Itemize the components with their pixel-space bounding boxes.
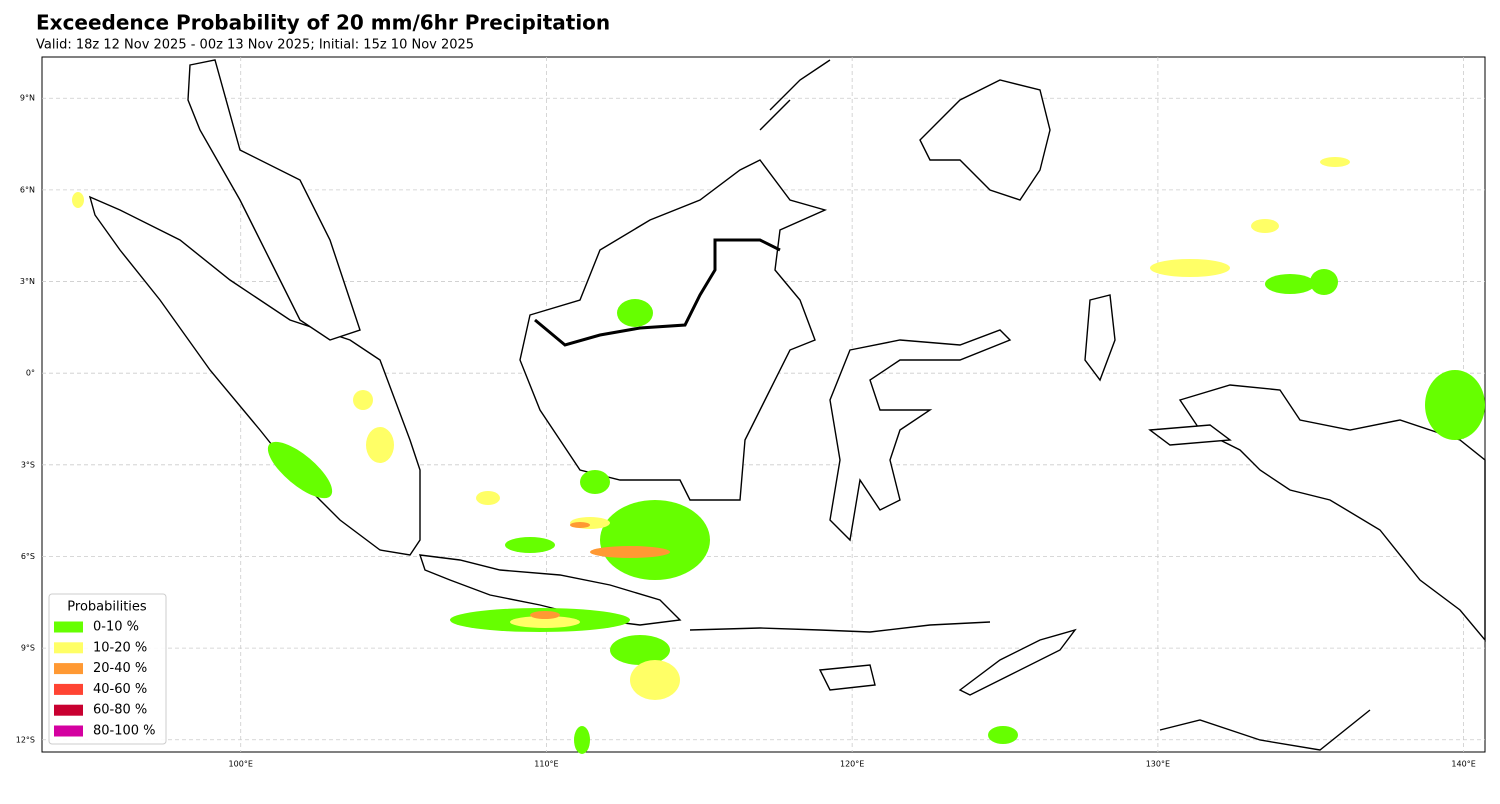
borneo-border [534, 238, 781, 347]
legend-label: 80-100 % [93, 724, 156, 739]
precip-area [510, 616, 580, 628]
legend-label: 10-20 % [93, 640, 147, 655]
precip-area [574, 726, 590, 754]
legend-label: 0-10 % [93, 620, 139, 635]
y-tick-label: 9°S [21, 644, 35, 653]
halmahera [1084, 294, 1116, 382]
precipitation [72, 157, 1485, 754]
precip-area [1310, 269, 1338, 295]
legend-swatch [54, 663, 83, 675]
precip-area [630, 660, 680, 700]
precip-area [476, 491, 500, 505]
y-tick-label: 6°S [21, 552, 35, 561]
y-tick-label: 0° [26, 369, 35, 378]
legend-swatch [54, 725, 83, 737]
legend-label: 60-80 % [93, 703, 147, 718]
malay-peninsula [187, 59, 361, 341]
precip-area [617, 299, 653, 327]
legend-label: 40-60 % [93, 682, 147, 697]
precip-area [366, 427, 394, 463]
legend-swatch [54, 642, 83, 654]
palawan [759, 99, 791, 131]
x-tick-label: 120°E [840, 760, 864, 769]
precip-area [1425, 370, 1485, 440]
new-guinea [1178, 384, 1486, 642]
precip-area [570, 522, 590, 528]
seram [1148, 424, 1232, 446]
x-tick-label: 140°E [1451, 760, 1475, 769]
precip-area [1320, 157, 1350, 167]
map-title: Exceedence Probability of 20 mm/6hr Prec… [36, 11, 610, 35]
legend-swatch [54, 621, 83, 633]
precip-area [1150, 259, 1230, 277]
legend-title: Probabilities [67, 600, 147, 615]
legend-swatch [54, 683, 83, 695]
timor [958, 628, 1077, 696]
precip-area [72, 192, 84, 208]
sumba [818, 664, 876, 691]
axis-labels: 100°E 110°E 120°E 130°E 140°E 9°N 6°N 3°N 0° 3°S 6… [16, 94, 1476, 769]
precip-area [505, 537, 555, 553]
legend-label: 20-40 % [93, 661, 147, 676]
australia-coast [1159, 709, 1371, 751]
luzon-coast [769, 59, 831, 111]
y-tick-label: 12°S [16, 735, 35, 744]
legend: Probabilities 0-10 % 10-20 % 20-40 % 40-60 … [48, 593, 167, 745]
java [418, 554, 682, 626]
nusa-tenggara [689, 621, 991, 633]
y-tick-label: 3°N [20, 277, 35, 286]
y-tick-label: 3°S [21, 460, 35, 469]
land [88, 59, 1486, 751]
map-subtitle: Valid: 18z 12 Nov 2025 - 00z 13 Nov 2025… [36, 38, 474, 53]
mindanao [919, 79, 1051, 201]
precip-area [353, 390, 373, 410]
precip-area [590, 546, 670, 558]
x-tick-label: 100°E [229, 760, 253, 769]
y-tick-label: 6°N [20, 185, 35, 194]
precip-area [988, 726, 1018, 744]
sumatra [88, 195, 421, 556]
precip-area [1265, 274, 1315, 294]
precip-area [580, 470, 610, 494]
precip-area [610, 635, 670, 665]
precip-area [1251, 219, 1279, 233]
x-tick-label: 130°E [1146, 760, 1170, 769]
precip-area [267, 441, 333, 499]
sulawesi [829, 329, 1012, 542]
legend-swatch [54, 704, 83, 716]
y-tick-label: 9°N [20, 94, 35, 103]
x-tick-label: 110°E [534, 760, 558, 769]
precip-area [600, 500, 710, 580]
precip-area [530, 611, 560, 619]
borneo [519, 159, 828, 501]
